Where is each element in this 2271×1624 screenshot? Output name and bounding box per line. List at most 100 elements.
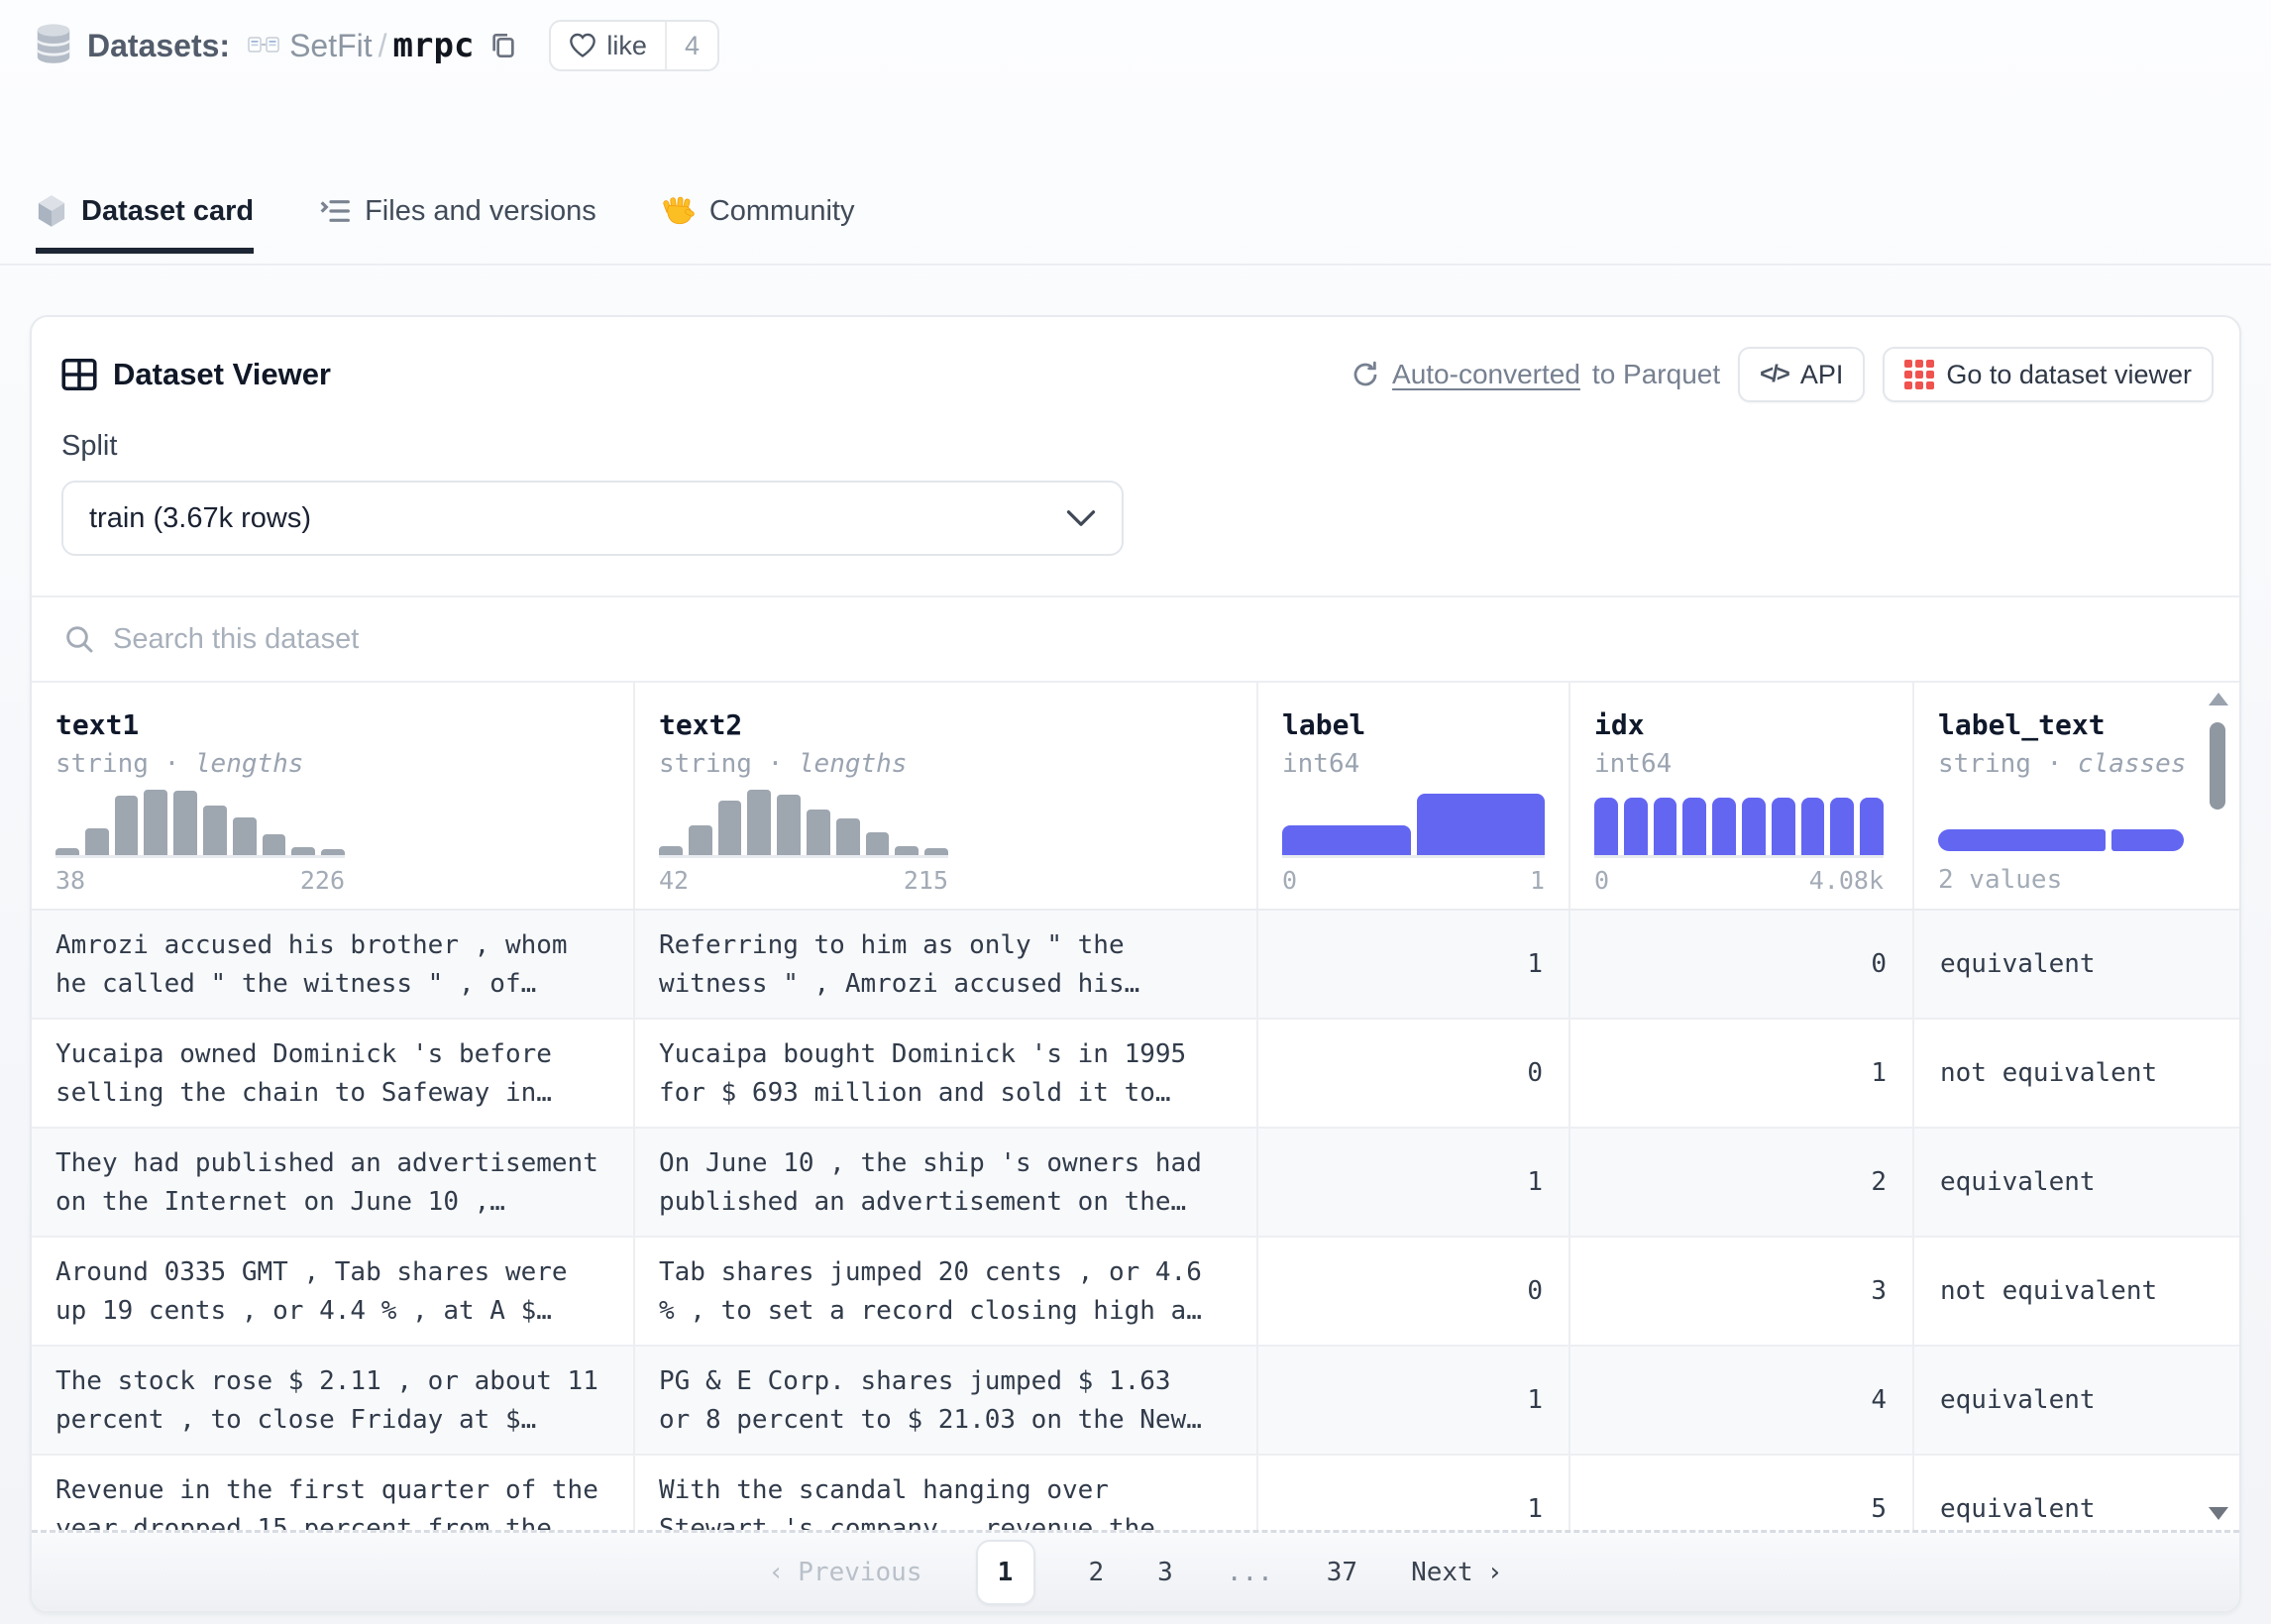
cell-label[interactable]: 1: [1258, 1456, 1570, 1530]
chevron-left-icon: ‹: [768, 1557, 785, 1587]
previous-page-button[interactable]: ‹ Previous: [769, 1558, 922, 1587]
page-button-3[interactable]: 3: [1157, 1557, 1173, 1587]
table-row[interactable]: Around 0335 GMT , Tab shares were up 19 …: [32, 1238, 2239, 1347]
cell-text1[interactable]: Amrozi accused his brother , whom he cal…: [32, 911, 635, 1018]
pagination: ‹ Previous 1 2 3 ... 37 Next ›: [32, 1533, 2239, 1611]
previous-label: Previous: [798, 1557, 922, 1587]
text1-length-histogram[interactable]: [55, 790, 345, 858]
vertical-scrollbar[interactable]: [2207, 693, 2230, 1520]
column-name: text1: [55, 708, 140, 741]
scroll-down-icon[interactable]: [2209, 1507, 2228, 1520]
tabbar-divider: [0, 264, 2271, 266]
footer-divider: [32, 1530, 2239, 1533]
cell-text1[interactable]: Yucaipa owned Dominick 's before selling…: [32, 1020, 635, 1127]
table-header-row: text1 string · lengths 38 226 text2 strin…: [32, 683, 2239, 911]
viewer-title: Dataset Viewer: [113, 357, 331, 391]
split-select-value: train (3.67k rows): [89, 501, 312, 534]
cell-text1[interactable]: Around 0335 GMT , Tab shares were up 19 …: [32, 1238, 635, 1345]
cube-icon: [38, 195, 65, 227]
tab-label: Files and versions: [365, 194, 596, 227]
cell-text1[interactable]: They had published an advertisement on t…: [32, 1129, 635, 1236]
cell-label[interactable]: 0: [1258, 1020, 1570, 1127]
table-row[interactable]: They had published an advertisement on t…: [32, 1129, 2239, 1238]
table-row[interactable]: Yucaipa owned Dominick 's before selling…: [32, 1020, 2239, 1129]
tab-files-and-versions[interactable]: Files and versions: [319, 194, 596, 254]
cell-text2[interactable]: On June 10 , the ship 's owners had publ…: [635, 1129, 1258, 1236]
column-type: int64: [1594, 749, 1673, 779]
like-count[interactable]: 4: [664, 22, 717, 69]
org-avatar[interactable]: [248, 31, 279, 60]
cell-idx[interactable]: 3: [1570, 1238, 1914, 1345]
histogram-range: 38 226: [55, 866, 345, 895]
table-grid-icon: [61, 358, 97, 391]
scrollbar-thumb[interactable]: [2210, 722, 2225, 810]
table-row[interactable]: The stock rose $ 2.11 , or about 11 perc…: [32, 1347, 2239, 1456]
pagination-ellipsis: ...: [1226, 1557, 1273, 1587]
page-button-2[interactable]: 2: [1088, 1557, 1105, 1587]
api-button[interactable]: </> API: [1738, 347, 1866, 402]
table-row[interactable]: Amrozi accused his brother , whom he cal…: [32, 911, 2239, 1020]
cell-label[interactable]: 1: [1258, 1347, 1570, 1454]
cell-label-text[interactable]: equivalent: [1940, 1494, 2096, 1524]
column-header-idx[interactable]: idx int64 0 4.08k: [1570, 683, 1914, 909]
viewer-header: Dataset Viewer Auto-converted to Parquet…: [32, 317, 2239, 402]
column-name: idx: [1594, 708, 1645, 741]
cell-label[interactable]: 0: [1258, 1238, 1570, 1345]
cell-label[interactable]: 1: [1258, 911, 1570, 1018]
cell-text1[interactable]: Revenue in the first quarter of the year…: [32, 1456, 635, 1530]
column-header-label-text[interactable]: label_text string · classes 2 values: [1914, 683, 2212, 909]
cell-text2[interactable]: With the scandal hanging over Stewart 's…: [635, 1456, 1258, 1530]
column-type: string · classes: [1938, 749, 2187, 779]
cell-text2[interactable]: PG & E Corp. shares jumped $ 1.63 or 8 p…: [635, 1347, 1258, 1454]
like-button-group: like 4: [549, 20, 719, 71]
cell-text1[interactable]: The stock rose $ 2.11 , or about 11 perc…: [32, 1347, 635, 1454]
cell-text2[interactable]: Tab shares jumped 20 cents , or 4.6 % , …: [635, 1238, 1258, 1345]
cell-idx[interactable]: 4: [1570, 1347, 1914, 1454]
api-button-label: API: [1799, 359, 1844, 389]
auto-converted-link[interactable]: Auto-converted: [1392, 359, 1580, 389]
dataset-name[interactable]: mrpc: [392, 26, 475, 65]
tab-label: Dataset card: [81, 194, 255, 227]
copy-icon[interactable]: [487, 30, 519, 61]
like-label: like: [606, 30, 647, 60]
cell-label[interactable]: 1: [1258, 1129, 1570, 1236]
tab-label: Community: [708, 194, 855, 227]
label-histogram[interactable]: [1282, 794, 1545, 858]
page-button-1[interactable]: 1: [975, 1539, 1035, 1605]
cell-text2[interactable]: Referring to him as only " the witness "…: [635, 911, 1258, 1018]
cell-idx[interactable]: 2: [1570, 1129, 1914, 1236]
cell-idx[interactable]: 1: [1570, 1020, 1914, 1127]
column-name: label_text: [1938, 708, 2106, 741]
column-header-text1[interactable]: text1 string · lengths 38 226: [32, 683, 635, 909]
classes-bar[interactable]: [1938, 829, 2188, 851]
cell-idx[interactable]: 0: [1570, 911, 1914, 1018]
tab-bar: Dataset card Files and versions Communit…: [36, 194, 854, 254]
page-button-37[interactable]: 37: [1326, 1557, 1358, 1587]
text2-length-histogram[interactable]: [659, 790, 948, 858]
cell-label-text[interactable]: not equivalent: [1940, 1276, 2158, 1306]
cell-label-text[interactable]: equivalent: [1940, 949, 2096, 979]
idx-histogram[interactable]: [1594, 798, 1884, 858]
next-page-button[interactable]: Next ›: [1411, 1558, 1502, 1587]
tab-community[interactable]: Community: [662, 194, 855, 254]
goto-dataset-viewer-button[interactable]: Go to dataset viewer: [1883, 347, 2214, 402]
cell-idx[interactable]: 5: [1570, 1456, 1914, 1530]
scroll-up-icon[interactable]: [2209, 693, 2228, 705]
cell-label-text[interactable]: not equivalent: [1940, 1058, 2158, 1088]
datasets-db-icon: [36, 22, 71, 70]
split-select[interactable]: train (3.67k rows): [61, 481, 1124, 556]
cell-text2[interactable]: Yucaipa bought Dominick 's in 1995 for $…: [635, 1020, 1258, 1127]
search-input[interactable]: [113, 622, 2208, 656]
dataset-viewer-card: Dataset Viewer Auto-converted to Parquet…: [30, 315, 2241, 1613]
column-header-text2[interactable]: text2 string · lengths 42 215: [635, 683, 1258, 909]
cell-label-text[interactable]: equivalent: [1940, 1167, 2096, 1197]
org-name-link[interactable]: SetFit: [289, 27, 373, 63]
chevron-down-icon: [1066, 510, 1096, 526]
search-icon: [66, 626, 93, 653]
tab-dataset-card[interactable]: Dataset card: [36, 194, 255, 254]
table-row[interactable]: Revenue in the first quarter of the year…: [32, 1456, 2239, 1530]
cell-label-text[interactable]: equivalent: [1940, 1385, 2096, 1415]
like-button[interactable]: like: [551, 22, 665, 69]
column-name: label: [1282, 708, 1366, 741]
